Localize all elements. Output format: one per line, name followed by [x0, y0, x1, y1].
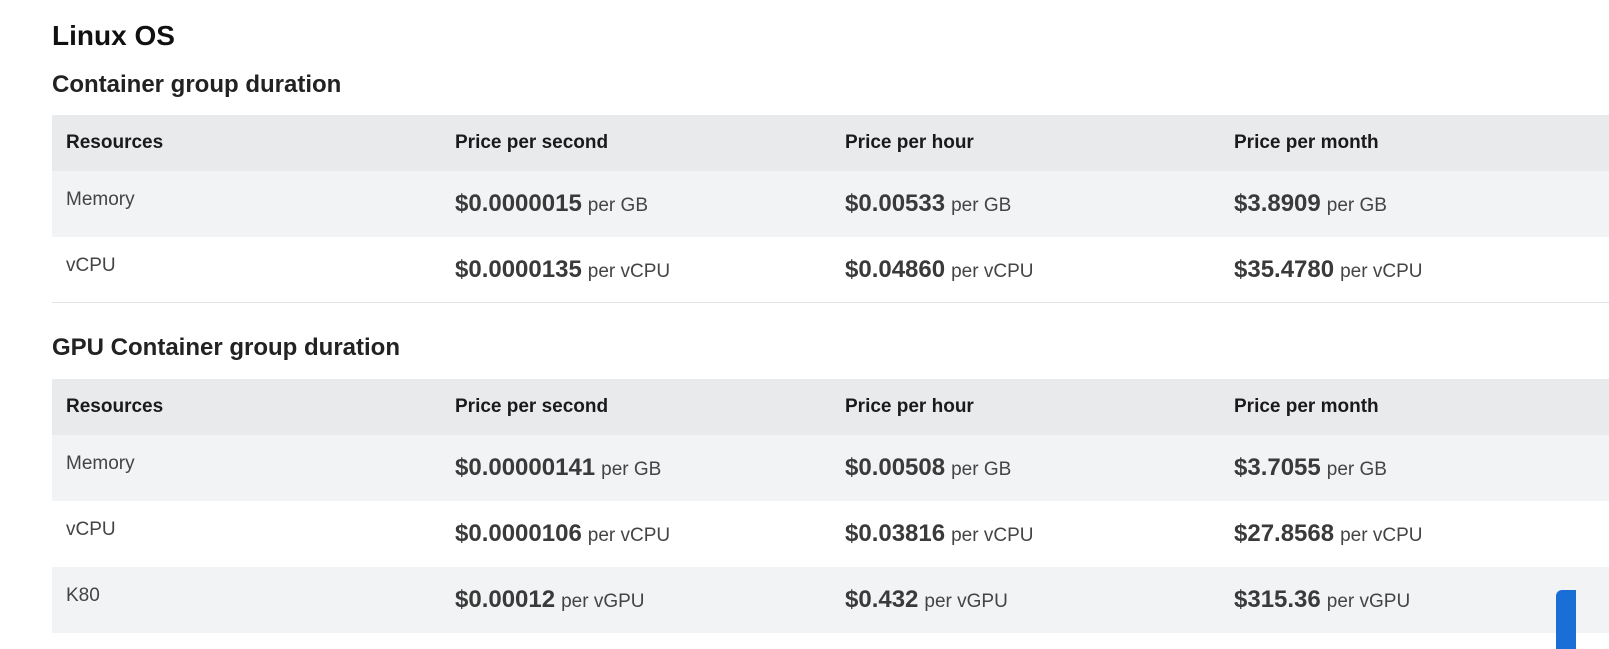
table-row: vCPU $0.0000135 per vCPU $0.04860 per vCPU…: [52, 237, 1609, 303]
price-value: $0.03816: [845, 520, 946, 547]
price-unit: per GB: [601, 459, 662, 480]
price-value: $0.00508: [845, 454, 946, 481]
price-unit: per GB: [951, 195, 1012, 216]
price-unit: per vCPU: [951, 260, 1034, 282]
column-header-price-per-hour: Price per hour: [845, 132, 974, 153]
price-value: $0.04860: [845, 255, 946, 283]
table-header-row: Resources Price per second Price per hou…: [52, 379, 1609, 435]
price-value: $3.8909: [1234, 190, 1321, 217]
pricing-table-gpu-container-group: Resources Price per second Price per hou…: [52, 379, 1609, 633]
price-value: $0.0000135: [455, 255, 582, 283]
price-unit: per GB: [1326, 195, 1387, 216]
price-value: $315.36: [1234, 586, 1321, 613]
column-header-price-per-month: Price per month: [1234, 396, 1379, 417]
price-value: $0.00012: [455, 586, 556, 613]
price-unit: per GB: [951, 459, 1012, 480]
price-value: $27.8568: [1234, 520, 1335, 547]
price-unit: per GB: [1326, 459, 1387, 480]
price-unit: per vCPU: [1340, 260, 1423, 282]
price-value: $0.00000141: [455, 454, 596, 481]
column-header-price-per-month: Price per month: [1234, 132, 1379, 153]
pricing-table-container-group: Resources Price per second Price per hou…: [52, 115, 1609, 303]
resource-label: Memory: [66, 453, 135, 474]
table-row: vCPU $0.0000106 per vCPU $0.03816 per vCPU…: [52, 501, 1609, 567]
resource-label: vCPU: [66, 254, 116, 276]
price-unit: per vGPU: [924, 591, 1008, 612]
price-value: $3.7055: [1234, 454, 1321, 481]
table-row: Memory $0.00000141 per GB $0.00508 per GB …: [52, 435, 1609, 501]
column-header-price-per-second: Price per second: [455, 132, 609, 153]
price-unit: per vCPU: [587, 260, 671, 282]
resource-label: K80: [66, 585, 100, 606]
price-unit: per vCPU: [587, 525, 671, 546]
price-value: $0.0000106: [455, 520, 582, 547]
price-unit: per vCPU: [1340, 525, 1423, 546]
table-row: Memory $0.0000015 per GB $0.00533 per GB $…: [52, 171, 1609, 237]
price-value: $35.4780: [1234, 255, 1335, 283]
price-value: $0.432: [845, 586, 919, 613]
section-title-container-group: Container group duration: [52, 71, 342, 98]
table-row: K80 $0.00012 per vGPU $0.432 per vGPU $315…: [52, 567, 1609, 633]
price-unit: per vCPU: [951, 525, 1034, 546]
feedback-button[interactable]: [1556, 590, 1576, 649]
column-header-resources: Resources: [66, 132, 164, 153]
table-header-row: Resources Price per second Price per hou…: [52, 115, 1609, 171]
column-header-resources: Resources: [66, 396, 164, 417]
price-unit: per vGPU: [1326, 591, 1411, 612]
resource-label: vCPU: [66, 519, 116, 540]
resource-label: Memory: [66, 189, 135, 210]
section-title-gpu-container-group: GPU Container group duration: [52, 334, 400, 361]
column-header-price-per-second: Price per second: [455, 396, 609, 417]
price-unit: per GB: [587, 195, 648, 216]
column-header-price-per-hour: Price per hour: [845, 396, 974, 417]
price-value: $0.00533: [845, 190, 946, 217]
price-value: $0.0000015: [455, 190, 582, 217]
price-unit: per vGPU: [561, 591, 645, 612]
os-title: Linux OS: [52, 20, 175, 51]
